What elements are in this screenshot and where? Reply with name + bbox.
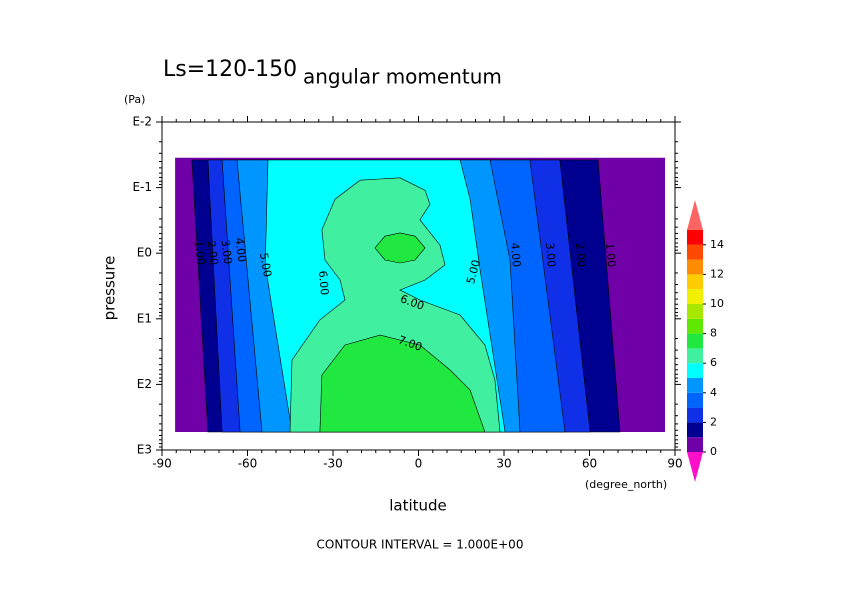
contour-label: 1.00 — [191, 240, 207, 266]
x-tick-label: -30 — [323, 457, 343, 471]
contour-band — [319, 334, 486, 433]
x-tick-label: 30 — [496, 457, 511, 471]
colorbar-band — [687, 363, 703, 378]
contour-band — [374, 232, 426, 264]
colorbar-band — [687, 244, 703, 260]
y-tick-label: E1 — [137, 311, 152, 325]
colorbar-band — [687, 392, 703, 408]
colorbar-tick-label: 10 — [710, 297, 724, 310]
colorbar-band — [687, 333, 703, 349]
contour-label: 1.00 — [603, 242, 618, 268]
y-tick-label: E3 — [137, 443, 152, 457]
colorbar-band — [687, 378, 703, 393]
colorbar-band — [687, 230, 703, 245]
colorbar-tick-label: 4 — [710, 386, 717, 399]
contour-label: 3.00 — [543, 242, 558, 268]
colorbar-tick-label: 14 — [710, 238, 724, 251]
colorbar-under — [687, 452, 703, 482]
contour-label: 2.00 — [204, 240, 220, 266]
x-tick-label: 90 — [667, 457, 682, 471]
colorbar-over — [687, 200, 703, 230]
x-axis-label: latitude — [389, 497, 447, 515]
colorbar-band — [687, 289, 703, 304]
colorbar-band — [687, 318, 703, 334]
y-unit: (Pa) — [124, 93, 145, 106]
x-tick-label: -90 — [152, 457, 172, 471]
contour-label: 4.00 — [508, 242, 523, 268]
contour-label: 6.00 — [316, 270, 331, 296]
y-tick-label: E2 — [137, 377, 152, 391]
y-tick-label: E-1 — [132, 180, 152, 194]
colorbar-band — [687, 304, 703, 319]
x-unit: (degree_north) — [585, 478, 667, 491]
colorbar-band — [687, 348, 703, 364]
x-tick-label: -60 — [238, 457, 258, 471]
colorbar-tick-label: 8 — [710, 327, 717, 340]
y-axis-label: pressure — [101, 256, 119, 321]
colorbar-band — [687, 437, 703, 452]
colorbar-tick-label: 12 — [710, 267, 724, 280]
colorbar-tick-label: 6 — [710, 356, 717, 369]
contour-label: 3.00 — [218, 239, 234, 265]
colorbar-band — [687, 407, 703, 423]
contour-label: 2.00 — [573, 242, 588, 268]
colorbar-tick-label: 0 — [710, 445, 717, 458]
contour-fills — [175, 157, 665, 433]
contour-label: 4.00 — [232, 237, 248, 263]
footer-note: CONTOUR INTERVAL = 1.000E+00 — [317, 538, 524, 552]
chart-subtitle: Ls=120-150 — [163, 57, 297, 82]
chart-title: angular momentum — [303, 65, 502, 89]
x-tick-label: 60 — [582, 457, 597, 471]
colorbar-band — [687, 274, 703, 290]
y-tick-label: E0 — [137, 246, 152, 260]
colorbar-tick-label: 2 — [710, 415, 717, 428]
colorbar-band — [687, 259, 703, 275]
x-tick-label: 0 — [415, 457, 423, 471]
contour-label: 5.00 — [464, 258, 483, 285]
contour-label: 5.00 — [257, 252, 274, 278]
colorbar-band — [687, 422, 703, 438]
y-tick-label: E-2 — [132, 115, 152, 129]
